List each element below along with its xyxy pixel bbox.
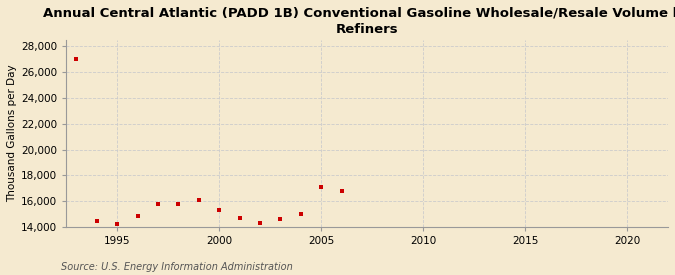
Point	[71, 57, 82, 61]
Point	[316, 185, 327, 189]
Point	[173, 202, 184, 206]
Point	[296, 212, 306, 216]
Point	[194, 198, 205, 202]
Point	[112, 222, 123, 227]
Point	[234, 216, 245, 220]
Y-axis label: Thousand Gallons per Day: Thousand Gallons per Day	[7, 65, 17, 202]
Point	[275, 217, 286, 221]
Point	[214, 208, 225, 213]
Point	[153, 202, 163, 206]
Title: Annual Central Atlantic (PADD 1B) Conventional Gasoline Wholesale/Resale Volume : Annual Central Atlantic (PADD 1B) Conven…	[43, 7, 675, 36]
Point	[132, 214, 143, 218]
Point	[92, 218, 103, 223]
Point	[336, 189, 347, 193]
Point	[254, 221, 265, 225]
Text: Source: U.S. Energy Information Administration: Source: U.S. Energy Information Administ…	[61, 262, 292, 272]
